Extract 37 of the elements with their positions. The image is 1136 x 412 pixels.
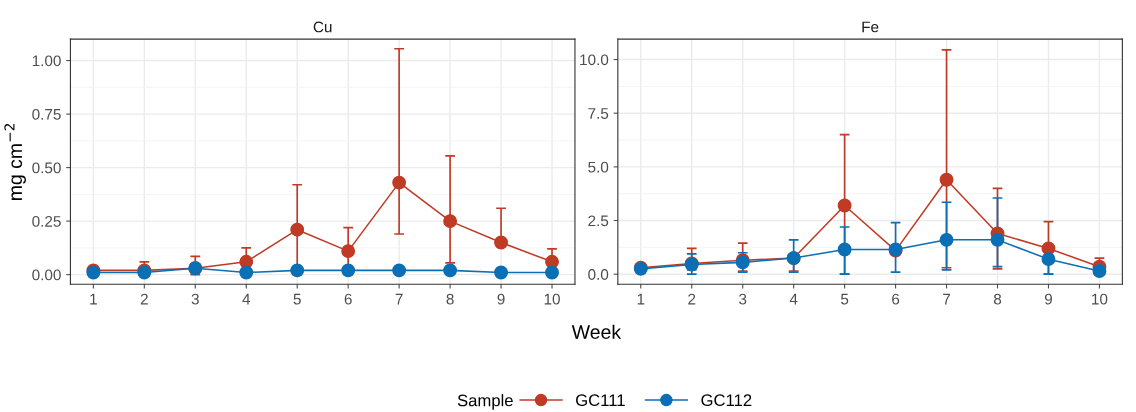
x-tick-label: 10 — [1092, 293, 1108, 305]
x-tick-label: 2 — [140, 293, 148, 305]
x-tick-label: 10 — [544, 293, 560, 305]
x-tick-label: 6 — [344, 293, 352, 305]
y-tick-label: 1.00 — [32, 55, 61, 67]
x-tick-label: 5 — [840, 293, 849, 305]
x-tick-label: 9 — [1044, 293, 1052, 305]
x-tick-label: 7 — [395, 293, 403, 305]
x-tick-label: 2 — [688, 293, 696, 305]
legend-label: GC112 — [701, 394, 752, 407]
y-tick-label: 0.25 — [32, 215, 61, 227]
x-tick-label: 4 — [242, 293, 251, 305]
chart-title: Cu — [313, 21, 332, 33]
x-tick-label: 6 — [892, 293, 900, 305]
x-tick-label: 8 — [446, 293, 454, 305]
y-tick-label: 2.5 — [588, 215, 609, 227]
y-tick-label: 0.0 — [588, 269, 609, 280]
x-tick-label: 4 — [789, 293, 798, 305]
x-tick-label: 5 — [293, 293, 301, 305]
legend-title: Sample — [457, 394, 513, 410]
y-tick-label: 10.0 — [580, 54, 609, 66]
y-tick-label: 0.50 — [32, 162, 61, 174]
x-tick-label: 9 — [497, 293, 505, 305]
x-axis-title: Week — [571, 324, 622, 339]
y-axis-title: mg cm$^{−2}$ — [4, 124, 26, 200]
x-tick-label: 3 — [739, 293, 747, 305]
x-tick-label: 8 — [993, 293, 1002, 305]
legend-label: GC111 — [576, 394, 625, 407]
y-tick-label: 5.0 — [588, 161, 609, 173]
y-tick-label: 7.5 — [588, 108, 609, 119]
x-tick-label: 1 — [637, 293, 645, 305]
x-tick-label: 1 — [90, 293, 97, 305]
x-tick-label: 3 — [191, 293, 199, 305]
x-tick-label: 7 — [943, 293, 951, 305]
y-tick-label: 0.00 — [32, 269, 61, 281]
chart-title: Fe — [862, 21, 879, 33]
y-tick-label: 0.75 — [32, 108, 61, 120]
